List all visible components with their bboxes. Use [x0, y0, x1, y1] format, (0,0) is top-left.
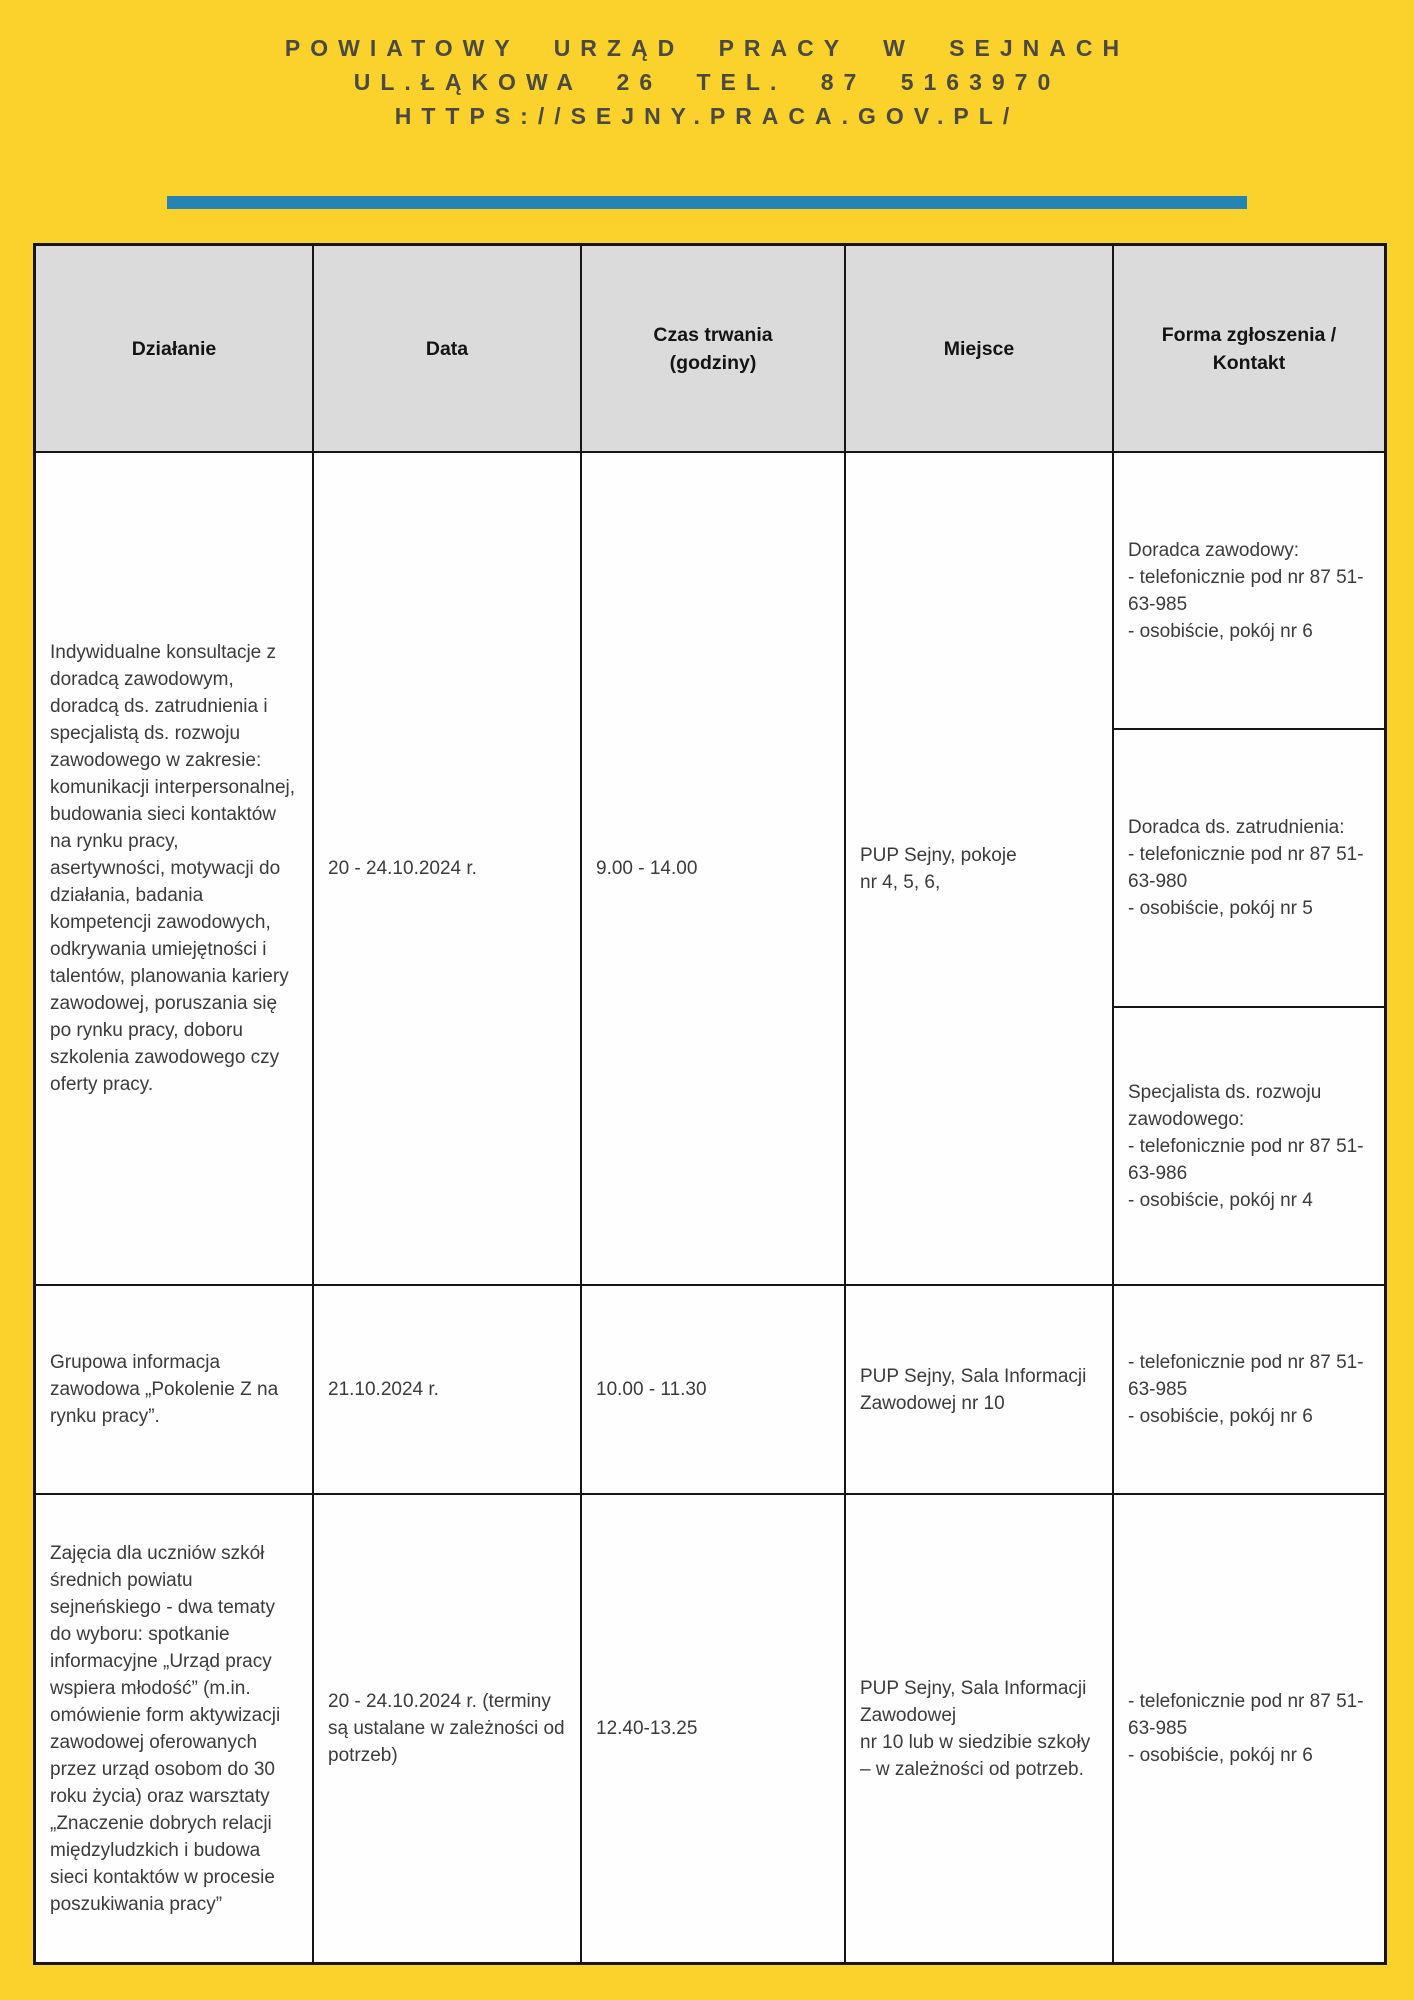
masthead-address-phone: UL.ŁĄKOWA 26 TEL. 87 5163970 [353, 69, 1061, 95]
row2-cell-dzialanie: Grupowa informacja zawodowa „Pokolenie Z… [36, 1286, 314, 1495]
row1-cell-miejsce: PUP Sejny, pokoje nr 4, 5, 6, [846, 453, 1114, 1286]
row3-cell-kontakt: - telefonicznie pod nr 87 51-63-985 - os… [1114, 1495, 1384, 1962]
schedule-table: Działanie Data Czas trwania (godziny) Mi… [33, 243, 1387, 1965]
masthead-website: HTTPS://SEJNY.PRACA.GOV.PL/ [394, 103, 1020, 129]
divider-bar [167, 196, 1247, 209]
col-header-data: Data [314, 246, 582, 453]
row1-cell-dzialanie: Indywidualne konsultacje z doradcą zawod… [36, 453, 314, 1286]
row1-contact-doradca-zawodowy: Doradca zawodowy: - telefonicznie pod nr… [1114, 453, 1384, 730]
masthead: POWIATOWY URZĄD PRACY W SEJNACH UL.ŁĄKOW… [0, 0, 1414, 133]
col-header-forma-zgloszenia: Forma zgłoszenia / Kontakt [1114, 246, 1384, 453]
col-header-czas-trwania: Czas trwania (godziny) [582, 246, 846, 453]
row2-cell-kontakt: - telefonicznie pod nr 87 51-63-985 - os… [1114, 1286, 1384, 1495]
row3-cell-czas: 12.40-13.25 [582, 1495, 846, 1962]
row3-cell-data: 20 - 24.10.2024 r. (terminy są ustalane … [314, 1495, 582, 1962]
masthead-office-name: POWIATOWY URZĄD PRACY W SEJNACH [284, 35, 1130, 61]
row2-cell-czas: 10.00 - 11.30 [582, 1286, 846, 1495]
row1-cell-czas: 9.00 - 14.00 [582, 453, 846, 1286]
col-header-miejsce: Miejsce [846, 246, 1114, 453]
row2-cell-miejsce: PUP Sejny, Sala Informacji Zawodowej nr … [846, 1286, 1114, 1495]
col-header-dzialanie: Działanie [36, 246, 314, 453]
row3-cell-miejsce: PUP Sejny, Sala Informacji Zawodowej nr … [846, 1495, 1114, 1962]
row1-cell-data: 20 - 24.10.2024 r. [314, 453, 582, 1286]
row1-contact-doradca-zatrudnienia: Doradca ds. zatrudnienia: - telefoniczni… [1114, 730, 1384, 1008]
schedule-grid: Działanie Data Czas trwania (godziny) Mi… [36, 246, 1384, 1962]
row1-contact-specjalista-rozwoju: Specjalista ds. rozwoju zawodowego: - te… [1114, 1008, 1384, 1286]
row2-cell-data: 21.10.2024 r. [314, 1286, 582, 1495]
row3-cell-dzialanie: Zajęcia dla uczniów szkół średnich powia… [36, 1495, 314, 1962]
